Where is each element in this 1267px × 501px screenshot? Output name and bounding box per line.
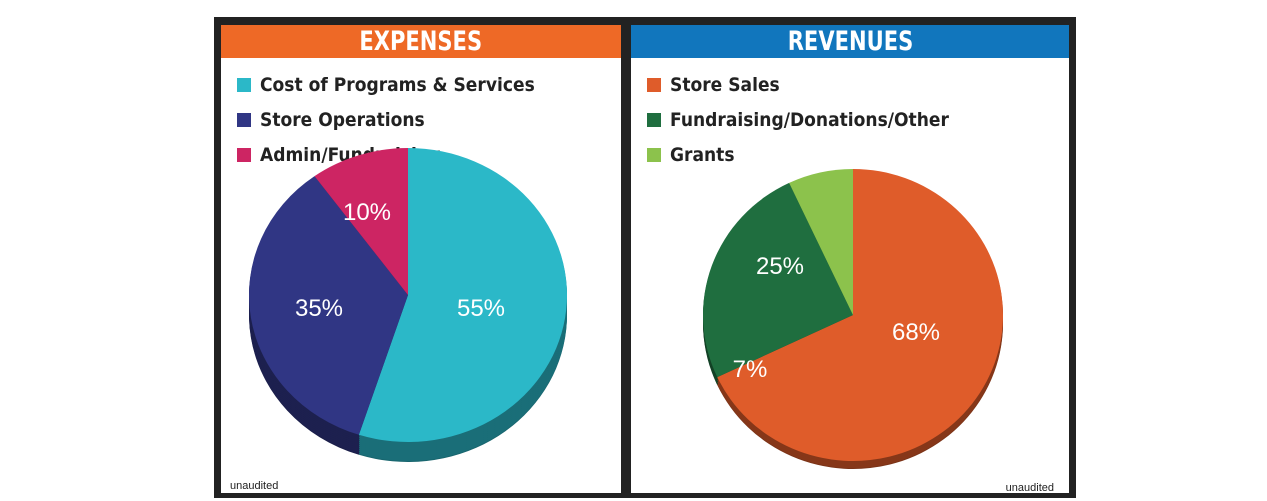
legend-swatch <box>237 112 251 127</box>
legend-swatch <box>237 147 251 162</box>
legend-item-fundraising-donations: Fundraising/Donations/Other <box>647 102 980 137</box>
revenues-panel: REVENUES Store Sales Fundraising/Donatio… <box>631 25 1069 493</box>
legend-label: Store Operations <box>260 108 425 131</box>
legend-label: Fundraising/Donations/Other <box>670 108 949 131</box>
revenues-unaudited-note: unaudited <box>1005 482 1054 493</box>
pie-slice <box>703 182 853 378</box>
pie-slice <box>358 148 568 443</box>
legend-label: Store Sales <box>670 73 780 96</box>
legend-item-store-sales: Store Sales <box>647 67 980 102</box>
expenses-pie-chart: 55% 35% 10% <box>249 148 568 463</box>
legend-label: Grants <box>670 143 735 166</box>
chart-frame: EXPENSES Cost of Programs & Services Sto… <box>214 17 1076 498</box>
expenses-panel: EXPENSES Cost of Programs & Services Sto… <box>221 25 621 493</box>
pie-slice <box>717 169 1003 461</box>
expenses-header: EXPENSES <box>221 25 621 58</box>
pie-slice-label: 7% <box>733 356 768 383</box>
pie-slice-label: 35% <box>295 295 343 322</box>
pie-slice <box>789 169 853 315</box>
legend-swatch <box>237 77 251 92</box>
pie-slice-label: 10% <box>343 199 391 226</box>
legend-item-grants: Grants <box>647 137 980 172</box>
pie-slice <box>314 148 408 295</box>
expenses-title: EXPENSES <box>359 26 483 57</box>
revenues-title: REVENUES <box>787 26 913 57</box>
legend-swatch <box>647 77 661 92</box>
revenues-legend: Store Sales Fundraising/Donations/Other … <box>647 67 980 172</box>
expenses-unaudited-note: unaudited <box>230 480 279 492</box>
pie-slice-label: 68% <box>892 319 940 346</box>
legend-item-store-operations: Store Operations <box>237 102 565 137</box>
pie-slice-label: 25% <box>756 253 804 280</box>
legend-label: Cost of Programs & Services <box>260 73 535 96</box>
revenues-header: REVENUES <box>631 25 1069 58</box>
legend-item-cost-of-programs: Cost of Programs & Services <box>237 67 565 102</box>
legend-swatch <box>647 147 661 162</box>
pie-slice-label: 55% <box>457 295 505 322</box>
expenses-legend: Cost of Programs & Services Store Operat… <box>237 67 565 172</box>
legend-swatch <box>647 112 661 127</box>
pie-slice <box>249 176 408 435</box>
revenues-pie-chart: 68% 25% 7% <box>703 169 1003 469</box>
